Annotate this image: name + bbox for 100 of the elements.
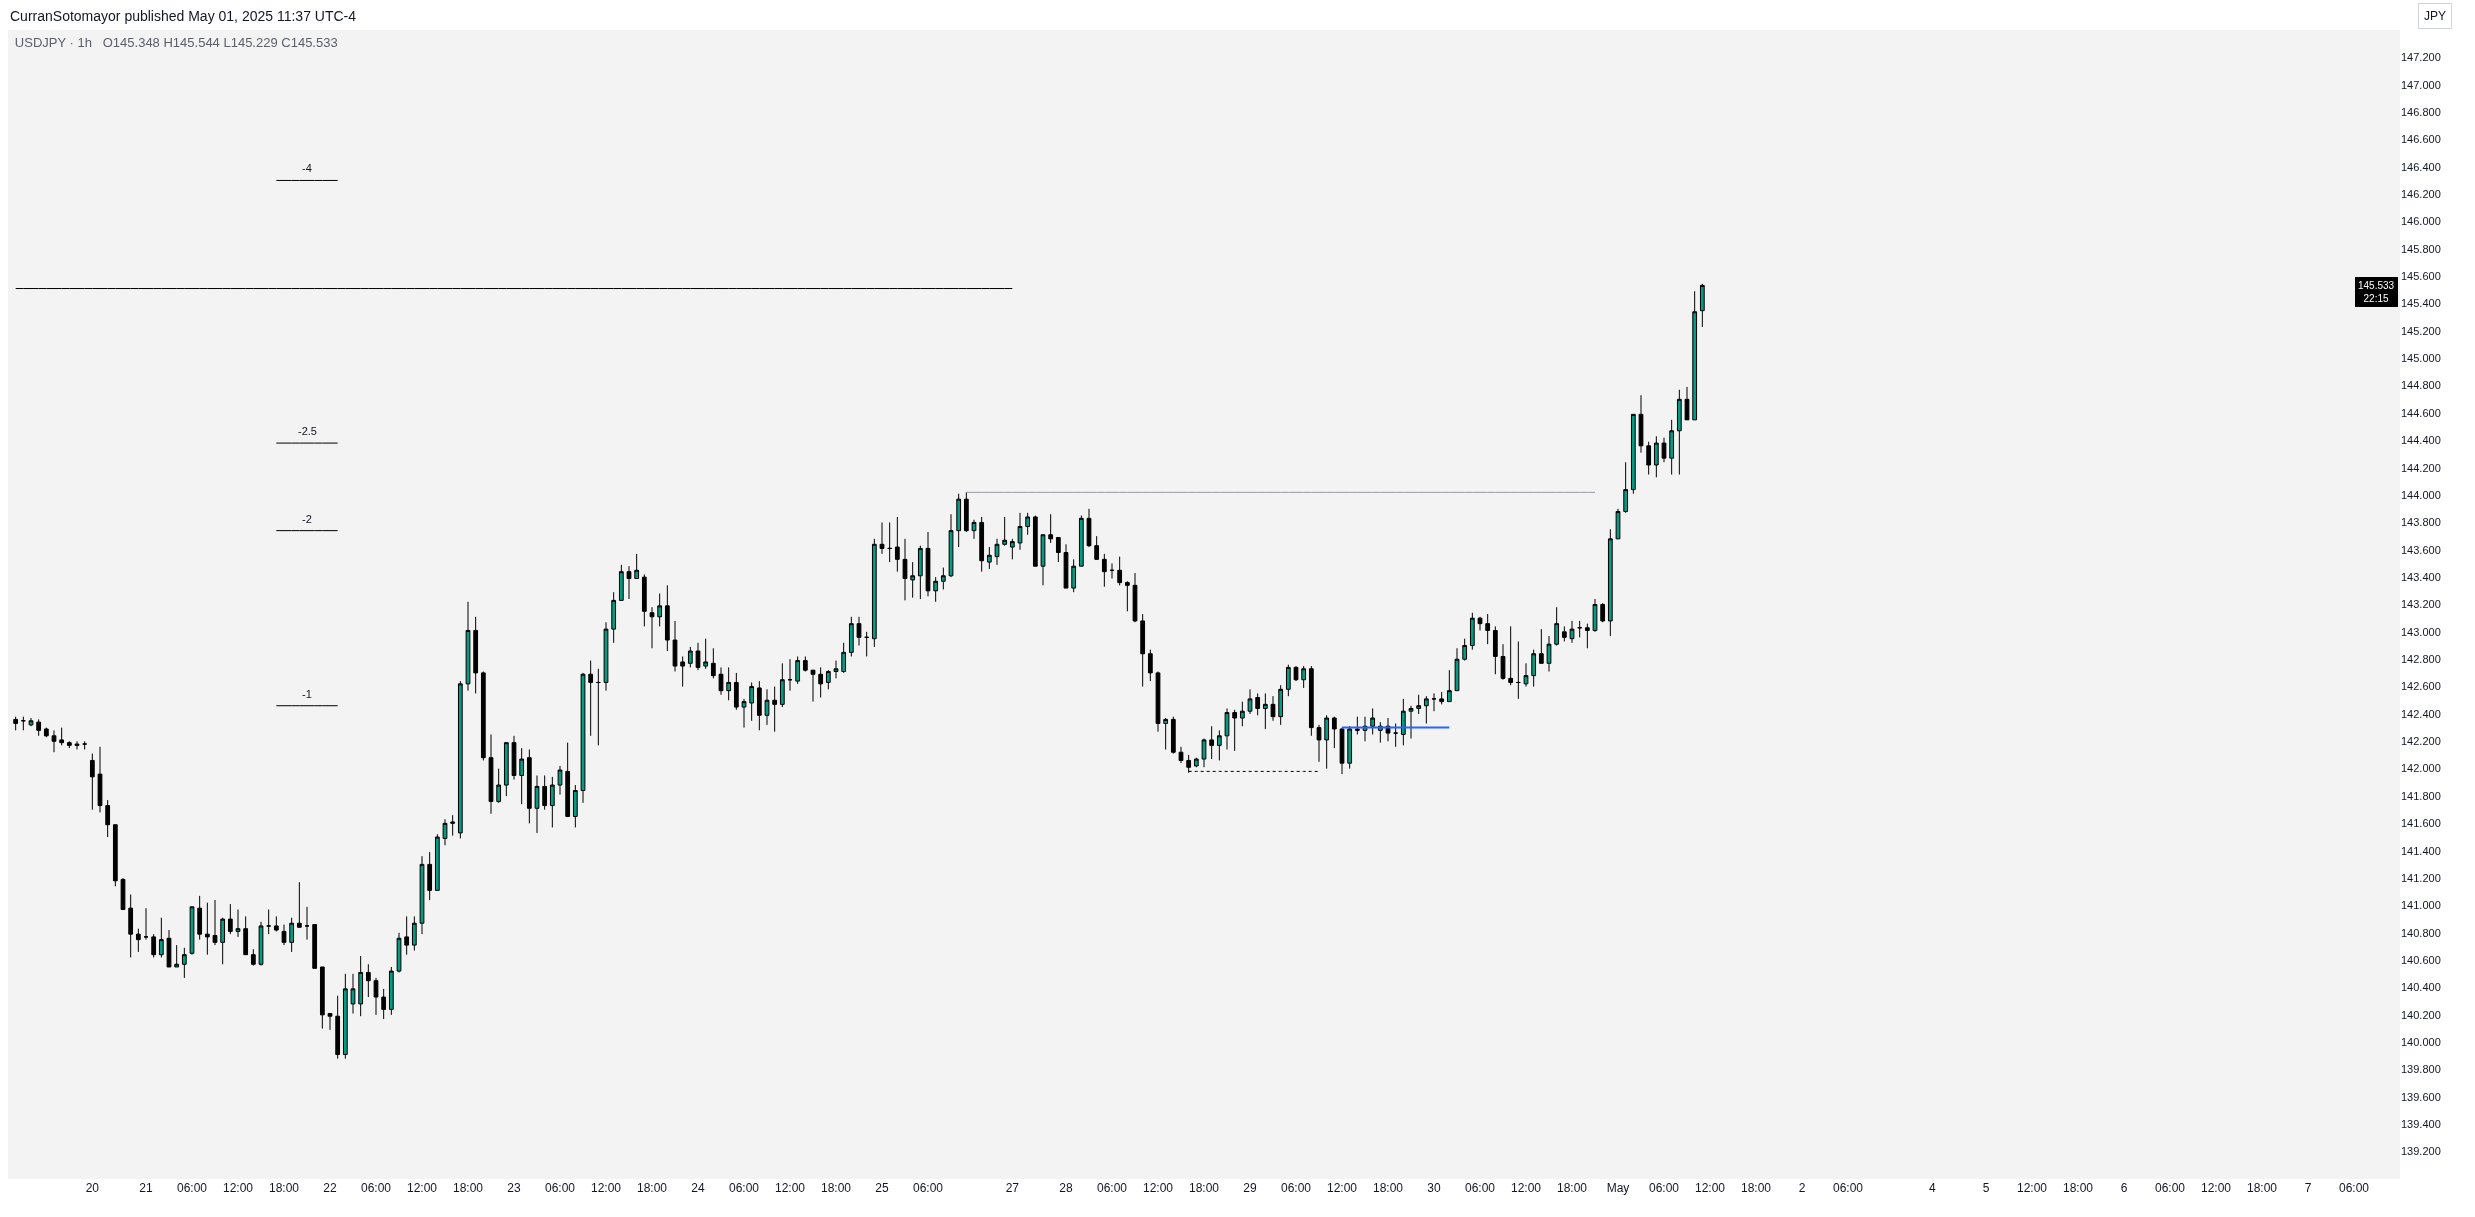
candlestick <box>848 616 854 657</box>
candlestick <box>1032 515 1038 567</box>
candlestick <box>51 729 57 753</box>
candlestick <box>1400 698 1406 746</box>
candlestick <box>388 966 394 1016</box>
y-tick-label: 141.000 <box>2401 899 2441 912</box>
candlestick <box>956 493 962 548</box>
candlestick <box>1500 643 1506 681</box>
x-tick-label: 18:00 <box>1188 1181 1220 1195</box>
x-tick-label: 06:00 <box>912 1181 944 1195</box>
x-tick-label: 12:00 <box>1694 1181 1726 1195</box>
candlestick <box>43 727 49 738</box>
x-tick-label: 5 <box>1982 1181 1990 1195</box>
candlestick <box>1546 635 1552 673</box>
x-tick-label: 12:00 <box>590 1181 622 1195</box>
candlestick <box>74 740 80 750</box>
x-tick-label: 06:00 <box>2154 1181 2186 1195</box>
candlestick <box>1561 625 1567 642</box>
candlestick <box>243 915 249 956</box>
candlestick <box>227 903 233 935</box>
y-tick-label: 145.800 <box>2401 242 2441 255</box>
candlestick <box>933 576 939 603</box>
x-tick-label: 24 <box>691 1181 705 1195</box>
y-tick-label: 143.200 <box>2401 598 2441 611</box>
candlestick <box>296 881 302 928</box>
candlestick <box>250 948 256 967</box>
candlestick <box>710 647 716 679</box>
candlestick <box>986 546 992 570</box>
candlestick <box>1147 649 1153 682</box>
candlestick <box>879 521 885 555</box>
y-tick-label: 141.600 <box>2401 817 2441 830</box>
y-tick-label: 143.800 <box>2401 516 2441 529</box>
chart-title: USDJPY · 1h O145.348 H145.544 L145.229 C145.533 <box>14 34 338 50</box>
candlestick <box>1607 528 1613 637</box>
candlestick <box>1324 714 1330 770</box>
candlestick <box>419 855 425 935</box>
candlestick <box>1469 612 1475 651</box>
x-tick-label: 12:00 <box>406 1181 438 1195</box>
candlestick <box>442 818 448 846</box>
candlestick <box>1554 606 1560 647</box>
y-tick-label: 144.800 <box>2401 379 2441 392</box>
candlestick <box>1063 543 1069 589</box>
x-tick-label: 12:00 <box>774 1181 806 1195</box>
candlestick <box>664 584 670 652</box>
candlestick <box>1669 419 1675 476</box>
candlestick <box>818 666 824 699</box>
candlestick <box>1393 723 1399 748</box>
candlestick <box>1201 738 1207 768</box>
y-tick-label: 139.200 <box>2401 1145 2441 1158</box>
candlestick <box>680 655 686 688</box>
candlestick <box>312 924 318 969</box>
candlestick <box>105 799 111 838</box>
candlestick <box>871 538 877 648</box>
candlestick <box>825 669 831 690</box>
x-tick-label: 12:00 <box>2200 1181 2232 1195</box>
y-tick-label: 141.400 <box>2401 844 2441 857</box>
x-tick-label: 12:00 <box>2016 1181 2048 1195</box>
candlestick <box>1170 716 1176 755</box>
x-tick-label: 12:00 <box>222 1181 254 1195</box>
candlestick <box>595 668 601 746</box>
y-tick-label: 139.600 <box>2401 1090 2441 1103</box>
candlestick <box>703 638 709 670</box>
x-tick-label: 18:00 <box>2246 1181 2278 1195</box>
candlestick <box>672 620 678 673</box>
candlestick <box>1684 386 1690 421</box>
annotation: 145.533 22:15 <box>2358 280 2395 304</box>
y-tick-label: 141.200 <box>2401 871 2441 884</box>
candlestick <box>365 963 371 998</box>
candlestick <box>158 917 164 958</box>
candlestick <box>695 642 701 671</box>
candlestick <box>1132 572 1138 623</box>
y-tick-label: 146.400 <box>2401 160 2441 173</box>
candlestick <box>1646 441 1652 476</box>
candlestick <box>151 933 157 958</box>
candlestick <box>1531 649 1537 688</box>
y-tick-label: 143.400 <box>2401 570 2441 583</box>
candlestick <box>135 928 141 953</box>
candlestick <box>733 672 739 711</box>
x-tick-label: 4 <box>1928 1181 1936 1195</box>
candlestick <box>580 672 586 804</box>
candlestick <box>1301 665 1307 689</box>
y-tick-label: 139.400 <box>2401 1118 2441 1131</box>
candlestick <box>1278 684 1284 726</box>
y-tick-label: 142.800 <box>2401 653 2441 666</box>
y-tick-label: 140.000 <box>2401 1036 2441 1049</box>
x-tick-label: 29 <box>1243 1181 1257 1195</box>
x-tick-label: 25 <box>875 1181 889 1195</box>
candlestick <box>572 784 578 828</box>
candlestick <box>220 917 226 965</box>
candlestick <box>174 944 180 968</box>
candlestick <box>1584 623 1590 649</box>
candlestick <box>1439 691 1445 705</box>
candlestick <box>1255 692 1261 716</box>
candlestick <box>166 929 172 968</box>
candlestick <box>1216 729 1222 761</box>
candlestick <box>1048 513 1054 544</box>
candlestick <box>779 662 785 708</box>
candlestick <box>687 646 693 668</box>
series-label: -1 <box>302 688 312 700</box>
y-tick-label: 139.800 <box>2401 1063 2441 1076</box>
